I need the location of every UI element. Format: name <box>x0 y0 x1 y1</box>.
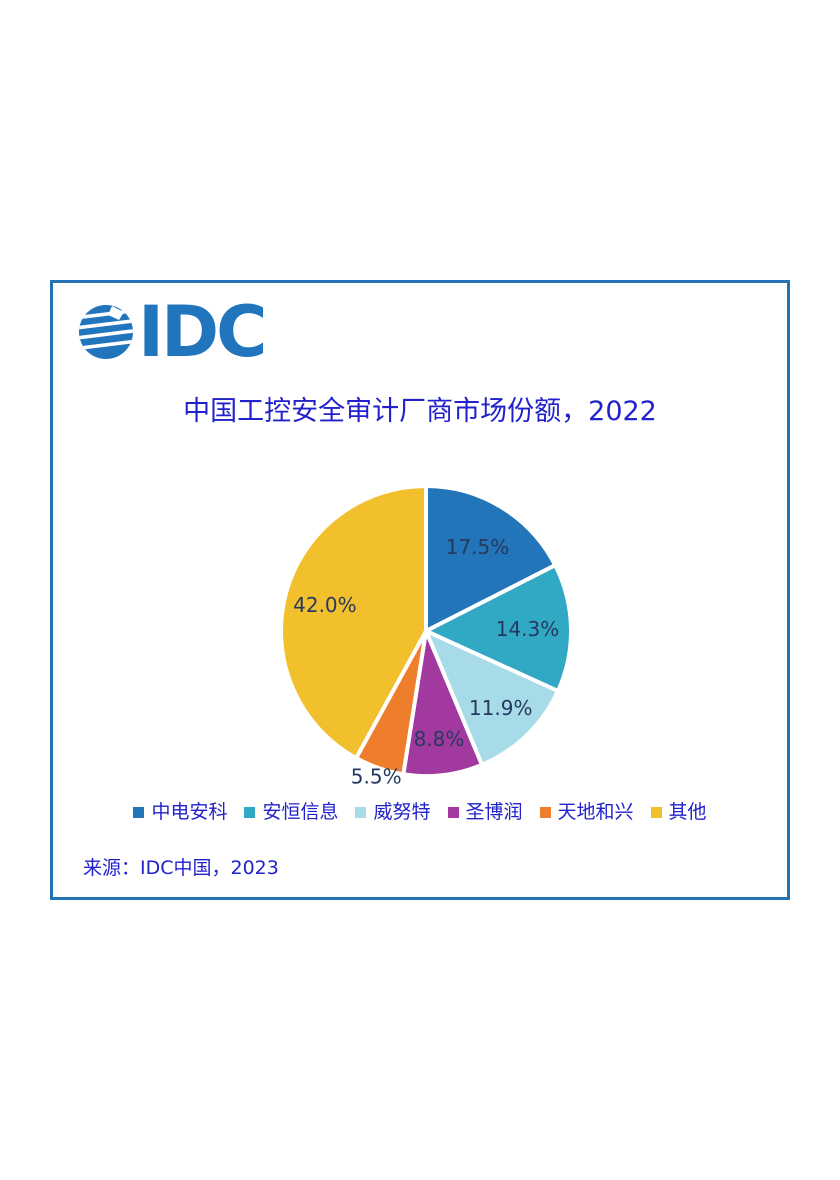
idc-logo-text: IDC <box>138 291 268 373</box>
chart-legend: 中电安科 安恒信息 威努特 圣博润 天地和兴 其他 <box>53 799 787 825</box>
legend-swatch-icon <box>650 806 662 818</box>
pie-slice-中电安科 <box>424 484 558 633</box>
legend-item: 天地和兴 <box>539 799 634 825</box>
pie-value-label: 11.9% <box>469 696 533 720</box>
pie-value-label: 17.5% <box>446 535 510 559</box>
legend-label: 天地和兴 <box>557 801 634 823</box>
legend-swatch-icon <box>133 806 145 818</box>
pie-value-label: 5.5% <box>351 764 402 788</box>
legend-swatch-icon <box>447 806 459 818</box>
legend-label: 中电安科 <box>151 801 228 823</box>
pie-value-label: 14.3% <box>496 617 560 641</box>
legend-item: 其他 <box>650 799 707 825</box>
chart-title: 中国工控安全审计厂商市场份额，2022 <box>183 396 657 427</box>
pie-slice-安恒信息 <box>424 563 573 694</box>
report-frame: IDC 中国工控安全审计厂商市场份额，2022 17.5% 14.3% 11.9% 8… <box>50 280 790 900</box>
legend-swatch-icon <box>244 806 256 818</box>
legend-swatch-icon <box>355 806 367 818</box>
pie-value-label: 42.0% <box>293 593 357 617</box>
legend-label: 安恒信息 <box>262 801 339 823</box>
pie-chart: 17.5% 14.3% 11.9%8.8% 5.5% 42.0% <box>279 484 573 788</box>
pie-chart-area: 17.5% 14.3% 11.9% 8.8% 5.5% 42.0% <box>238 468 608 798</box>
pie-value-label: 8.8% <box>414 727 465 751</box>
pie-slice-威努特 <box>424 629 560 767</box>
pie-slice-其他 <box>279 484 428 761</box>
legend-label: 其他 <box>668 801 707 823</box>
legend-item: 圣博润 <box>447 799 523 825</box>
source-text: 来源：IDC中国，2023 <box>83 857 279 879</box>
idc-globe-icon <box>79 305 133 359</box>
idc-logo: IDC <box>77 291 268 373</box>
legend-swatch-icon <box>539 806 551 818</box>
legend-item: 威努特 <box>355 799 431 825</box>
legend-item: 安恒信息 <box>244 799 338 825</box>
legend-label: 圣博润 <box>465 801 523 823</box>
legend-item: 中电安科 <box>133 799 227 825</box>
legend-label: 威努特 <box>373 801 431 823</box>
